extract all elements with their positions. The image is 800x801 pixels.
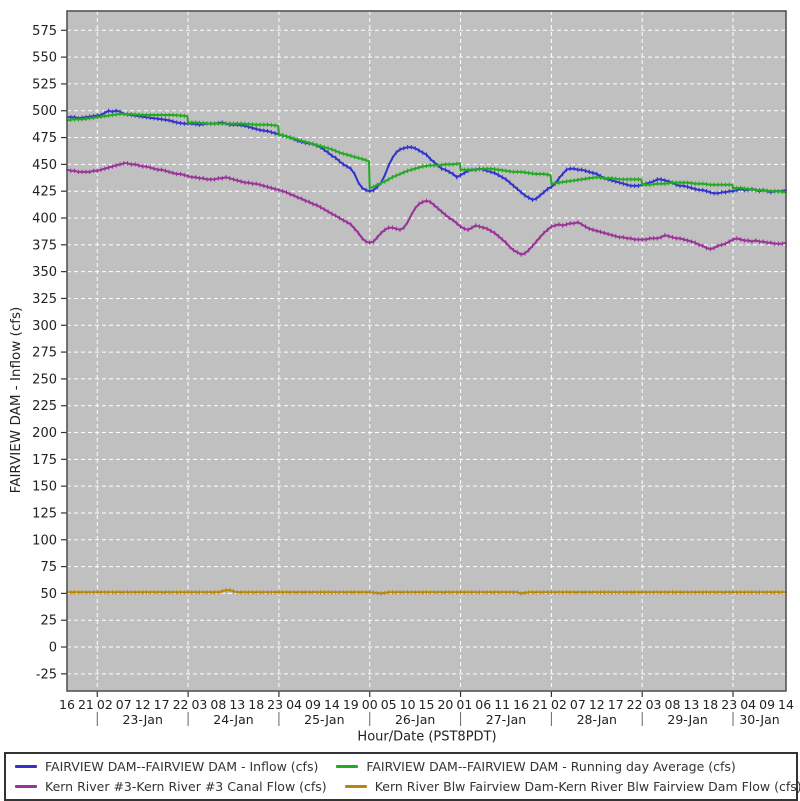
y-tick-label: 550 — [32, 51, 57, 66]
y-tick-label: 525 — [32, 77, 57, 92]
plot-frame — [66, 10, 787, 692]
x-tick-label: 08 — [210, 697, 226, 712]
date-label: 25-Jan — [304, 712, 344, 727]
x-tick-label: 03 — [191, 697, 207, 712]
y-tick-label: -25 — [36, 667, 57, 682]
y-tick-label: 375 — [32, 238, 57, 253]
y-tick-label: 25 — [40, 614, 57, 629]
x-tick-label: 18 — [702, 697, 718, 712]
date-label: 24-Jan — [213, 712, 253, 727]
legend-label-blw-dam-flow: Kern River Blw Fairview Dam-Kern River B… — [374, 779, 800, 794]
legend-label-canal-flow: Kern River #3-Kern River #3 Canal Flow (… — [45, 779, 327, 794]
y-tick-label: 200 — [32, 426, 57, 441]
y-tick-label: 450 — [32, 158, 57, 173]
x-tick-label: 17 — [608, 697, 624, 712]
y-tick-label: 50 — [40, 587, 57, 602]
date-label: 27-Jan — [486, 712, 526, 727]
y-tick-label: 225 — [32, 399, 57, 414]
y-tick-label: 75 — [40, 560, 57, 575]
legend-row-2: Kern River #3-Kern River #3 Canal Flow (… — [15, 779, 800, 794]
series-line-3 — [66, 589, 787, 595]
date-label: 29-Jan — [667, 712, 707, 727]
x-tick-label: 04 — [286, 697, 302, 712]
x-tick-label: 23 — [267, 697, 283, 712]
x-tick-label: 12 — [135, 697, 151, 712]
series-line-1 — [66, 113, 787, 194]
y-tick-label: 275 — [32, 346, 57, 361]
y-tick-label: 425 — [32, 185, 57, 200]
plot-background — [67, 11, 786, 691]
x-tick-label: 09 — [305, 697, 321, 712]
x-tick-label: 20 — [437, 697, 453, 712]
y-tick-label: 0 — [49, 641, 57, 656]
series-line-2 — [66, 162, 787, 256]
x-tick-label: 18 — [248, 697, 264, 712]
y-tick-label: 250 — [32, 372, 57, 387]
x-tick-label: 13 — [229, 697, 245, 712]
x-tick-label: 15 — [419, 697, 435, 712]
x-tick-label: 02 — [551, 697, 567, 712]
y-tick-label: 500 — [32, 104, 57, 119]
x-tick-label: 22 — [173, 697, 189, 712]
x-tick-label: 08 — [665, 697, 681, 712]
x-tick-label: 07 — [116, 697, 132, 712]
y-tick-label: 400 — [32, 212, 57, 227]
legend-line-swatch-running-avg-icon — [336, 765, 359, 768]
y-tick-label: 100 — [32, 533, 57, 548]
y-axis-title: FAIRVIEW DAM - Inflow (cfs) — [8, 306, 24, 494]
x-tick-label: 01 — [456, 697, 472, 712]
legend-line-swatch-canal-flow-icon — [15, 785, 37, 788]
date-label: 26-Jan — [395, 712, 435, 727]
legend-item-running-avg: FAIRVIEW DAM--FAIRVIEW DAM - Running day… — [336, 759, 736, 774]
x-tick-label: 14 — [324, 697, 340, 712]
x-tick-label: 23 — [721, 697, 737, 712]
x-tick-label: 17 — [154, 697, 170, 712]
y-tick-label: 175 — [32, 453, 57, 468]
legend-label-inflow: FAIRVIEW DAM--FAIRVIEW DAM - Inflow (cfs… — [45, 759, 319, 774]
x-tick-label: 03 — [646, 697, 662, 712]
y-tick-label: 150 — [32, 480, 57, 495]
x-tick-label: 21 — [532, 697, 548, 712]
date-label: 28-Jan — [577, 712, 617, 727]
x-tick-label: 14 — [778, 697, 794, 712]
x-tick-label: 05 — [381, 697, 397, 712]
x-tick-label: 21 — [78, 697, 94, 712]
chart-legend: FAIRVIEW DAM--FAIRVIEW DAM - Inflow (cfs… — [4, 752, 800, 801]
y-tick-label: 125 — [32, 506, 57, 521]
legend-row-1: FAIRVIEW DAM--FAIRVIEW DAM - Inflow (cfs… — [15, 759, 787, 774]
y-tick-label: 325 — [32, 292, 57, 307]
x-tick-label: 04 — [740, 697, 756, 712]
date-label: 23-Jan — [122, 712, 162, 727]
legend-item-canal-flow: Kern River #3-Kern River #3 Canal Flow (… — [15, 779, 327, 794]
legend-line-swatch-inflow-icon — [15, 765, 37, 768]
x-tick-label: 16 — [513, 697, 529, 712]
x-tick-label: 12 — [589, 697, 605, 712]
x-tick-label: 07 — [570, 697, 586, 712]
legend-item-inflow: FAIRVIEW DAM--FAIRVIEW DAM - Inflow (cfs… — [15, 759, 318, 774]
x-axis-title: Hour/Date (PST8PDT) — [357, 729, 497, 745]
date-label: 30-Jan — [739, 712, 779, 727]
legend-label-running-avg: FAIRVIEW DAM--FAIRVIEW DAM - Running day… — [366, 759, 736, 774]
x-tick-label: 16 — [59, 697, 75, 712]
x-tick-label: 00 — [362, 697, 378, 712]
y-tick-label: 475 — [32, 131, 57, 146]
legend-line-swatch-blw-dam-flow-icon — [344, 785, 367, 788]
x-tick-label: 10 — [400, 697, 416, 712]
x-tick-label: 13 — [683, 697, 699, 712]
x-tick-label: 02 — [97, 697, 113, 712]
x-tick-label: 19 — [343, 697, 359, 712]
y-tick-label: 350 — [32, 265, 57, 280]
y-tick-label: 575 — [32, 24, 57, 39]
y-tick-label: 300 — [32, 319, 57, 334]
legend-item-blw-dam-flow: Kern River Blw Fairview Dam-Kern River B… — [344, 779, 800, 794]
x-tick-label: 22 — [627, 697, 643, 712]
x-tick-label: 11 — [494, 697, 510, 712]
x-tick-label: 06 — [475, 697, 491, 712]
x-tick-label: 09 — [759, 697, 775, 712]
